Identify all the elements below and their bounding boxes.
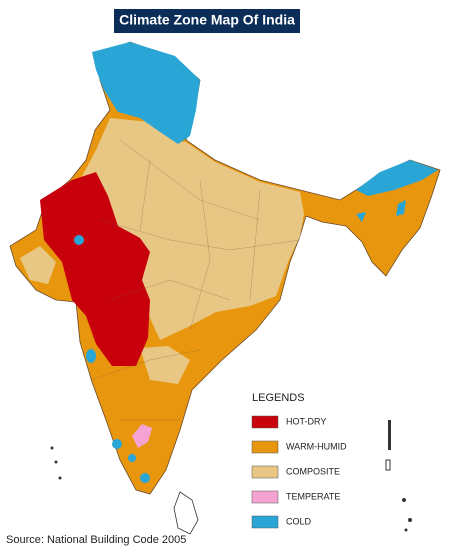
title-box [114, 9, 300, 33]
legend-swatch [251, 490, 279, 504]
islands [50, 420, 412, 532]
legend-label: COMPOSITE [286, 466, 340, 476]
zone-hot-dry [40, 172, 150, 366]
legend-swatch [251, 415, 279, 429]
legend: HOT-DRY WARM-HUMID COMPOSITE TEMPERATE COLD [251, 415, 347, 529]
zone-cold [74, 42, 438, 483]
legend-swatch [251, 515, 279, 529]
legend-title: LEGENDS [252, 392, 305, 404]
zone-temperate [132, 424, 152, 448]
state-borders [89, 139, 301, 421]
source: Source: National Building Code 2005 [6, 534, 186, 546]
legend-swatch [251, 440, 279, 454]
sri-lanka [173, 491, 199, 535]
legend-label: TEMPERATE [286, 491, 340, 501]
legend-label: WARM-HUMID [286, 441, 347, 451]
title: Climate Zone Map Of India [119, 12, 295, 28]
legend-label: COLD [286, 516, 312, 526]
legend-swatch [251, 465, 279, 479]
legend-label: HOT-DRY [286, 416, 326, 426]
